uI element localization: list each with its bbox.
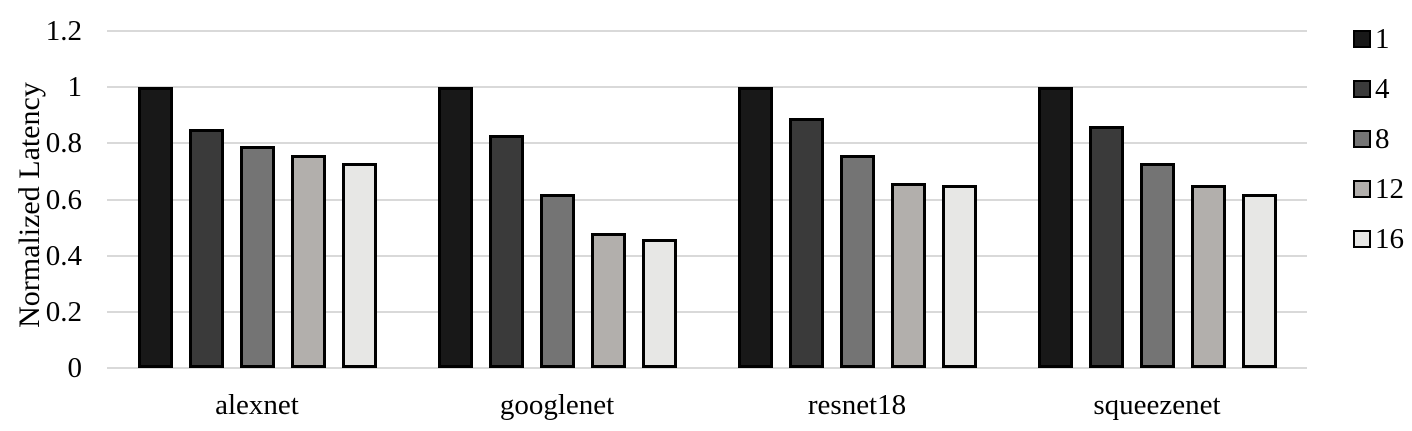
x-axis-label-googlenet: googlenet (499, 389, 615, 421)
bar-alexnet-1 (137, 87, 173, 368)
legend-swatch-icon (1353, 80, 1371, 98)
bar-resnet18-4 (788, 118, 824, 368)
gridline (107, 86, 1307, 89)
legend-label: 16 (1375, 223, 1404, 255)
bar-googlenet-16 (641, 238, 677, 368)
legend-label: 1 (1375, 23, 1390, 55)
gridline (107, 310, 1307, 313)
y-tick-label: 0.6 (45, 183, 82, 216)
x-axis-label-squeezenet: squeezenet (1093, 389, 1221, 421)
gridline (107, 198, 1307, 201)
bar-alexnet-4 (188, 129, 224, 368)
legend-label: 12 (1375, 173, 1404, 205)
y-tick-label: 0.8 (45, 127, 82, 160)
y-tick-label: 0.4 (45, 239, 82, 272)
x-axis-label-resnet18: resnet18 (807, 389, 907, 421)
bar-squeezenet-4 (1088, 126, 1124, 368)
legend-item-12: 12 (1353, 173, 1404, 205)
x-axis-label-alexnet: alexnet (215, 389, 299, 421)
legend-swatch-icon (1353, 30, 1371, 48)
y-tick-label: 1.2 (45, 15, 82, 47)
bar-squeezenet-1 (1037, 87, 1073, 368)
plot-area (107, 30, 1307, 369)
gridline (107, 367, 1307, 369)
legend-item-8: 8 (1353, 123, 1404, 155)
bar-resnet18-1 (737, 87, 773, 368)
bar-squeezenet-12 (1190, 185, 1226, 368)
bar-alexnet-16 (341, 163, 377, 368)
bar-resnet18-12 (890, 182, 926, 368)
bar-resnet18-8 (839, 154, 875, 368)
bar-alexnet-8 (239, 146, 275, 368)
y-tick-label: 0 (67, 352, 83, 384)
legend-label: 4 (1375, 73, 1390, 105)
y-tick-label: 1 (67, 71, 83, 104)
gridline (107, 142, 1307, 145)
legend-item-16: 16 (1353, 223, 1404, 255)
legend-swatch-icon (1353, 230, 1371, 248)
bar-squeezenet-16 (1241, 193, 1277, 368)
legend-swatch-icon (1353, 180, 1371, 198)
bar-alexnet-12 (290, 154, 326, 368)
bar-googlenet-12 (590, 233, 626, 368)
bar-googlenet-4 (488, 134, 524, 368)
legend: 1 4 8 12 16 (1353, 25, 1404, 275)
y-tick-label: 0.2 (45, 295, 82, 328)
gridline (107, 30, 1307, 32)
legend-item-4: 4 (1353, 73, 1404, 105)
bar-resnet18-16 (941, 185, 977, 368)
bar-googlenet-1 (437, 87, 473, 368)
bar-googlenet-8 (539, 193, 575, 368)
legend-item-1: 1 (1353, 23, 1404, 55)
bar-squeezenet-8 (1139, 163, 1175, 368)
legend-label: 8 (1375, 123, 1390, 155)
legend-swatch-icon (1353, 130, 1371, 148)
gridline (107, 254, 1307, 257)
